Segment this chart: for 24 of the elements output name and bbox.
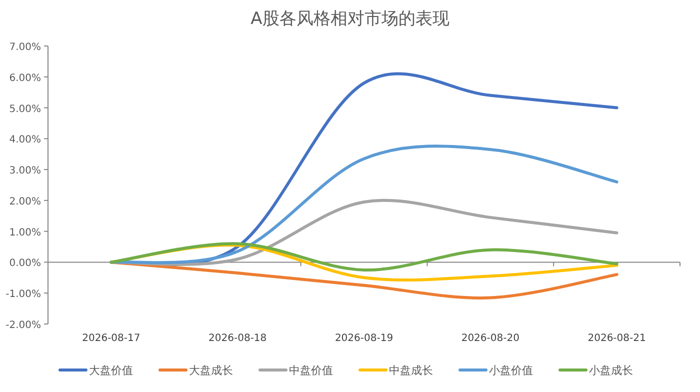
x-tick-label: 2026-08-17: [82, 333, 140, 344]
legend-label: 小盘成长: [589, 364, 633, 377]
x-tick-label: 2026-08-19: [334, 333, 394, 344]
y-tick-label: -2.00%: [6, 320, 41, 331]
legend-label: 大盘价值: [89, 364, 133, 377]
y-tick-label: 7.00%: [9, 42, 41, 53]
y-tick-label: 3.00%: [9, 166, 41, 177]
y-tick-label: 2.00%: [9, 196, 41, 208]
line-series: [110, 242, 618, 272]
y-tick-label: 4.00%: [9, 134, 41, 146]
x-tick-label: 2026-08-18: [208, 333, 267, 344]
legend-label: 大盘成长: [189, 364, 233, 377]
x-tick-label: 2026-08-21: [588, 333, 646, 344]
y-tick-label: -1.00%: [6, 289, 41, 300]
chart-title: A股各风格相对市场的表现: [250, 9, 450, 29]
x-tick-label: 2026-08-20: [461, 333, 520, 344]
line-series: [110, 260, 618, 300]
legend-label: 中盘价值: [289, 364, 333, 377]
legend-label: 小盘价值: [489, 364, 533, 377]
y-tick-label: 0.00%: [9, 258, 41, 270]
y-tick-label: 6.00%: [9, 72, 41, 84]
y-tick-label: 1.00%: [9, 227, 41, 238]
y-tick-label: 5.00%: [9, 104, 41, 115]
legend-label: 中盘成长: [389, 364, 433, 377]
